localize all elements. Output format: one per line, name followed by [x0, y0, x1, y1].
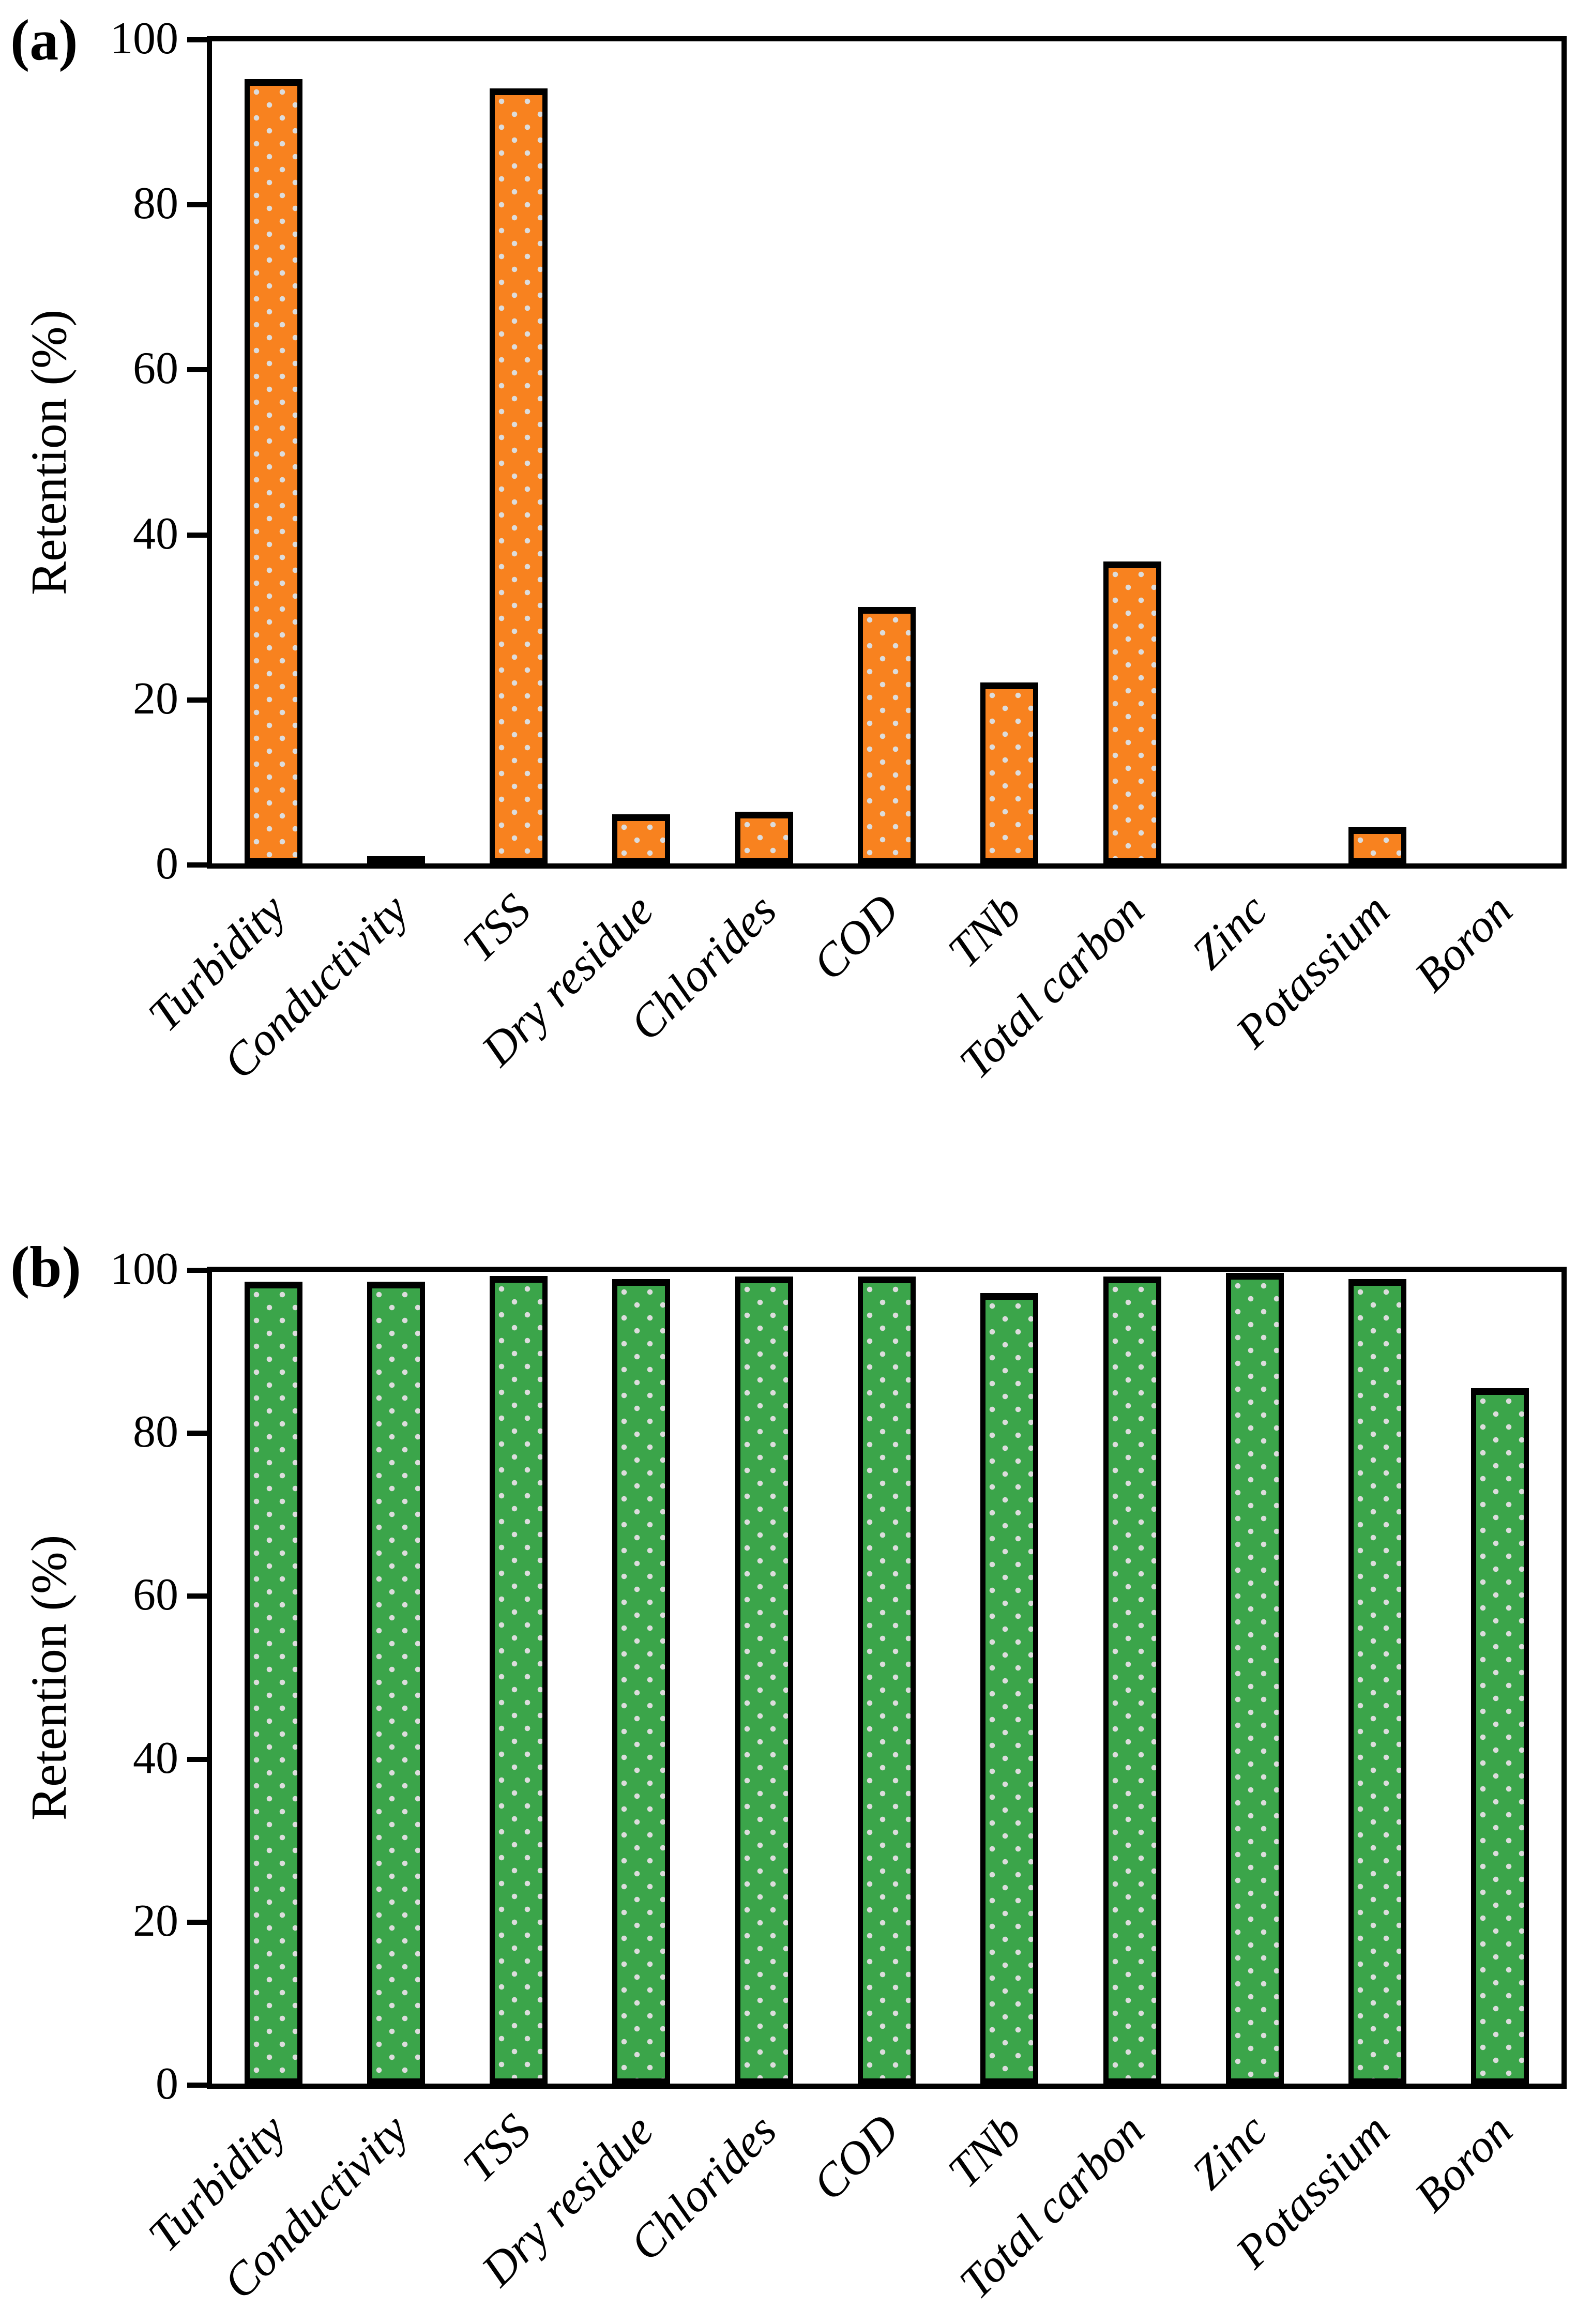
- panel-a-y-tick-mark-60: [187, 367, 207, 373]
- panel-a-x-tick-label-zinc: Zinc: [1182, 884, 1277, 979]
- panel-b-bar-cod: [858, 1277, 916, 2084]
- panel-a-y-tick-label-40: 40: [133, 508, 178, 559]
- panel-b-bar-potassium: [1348, 1279, 1406, 2084]
- panel-a-bar-conductivity: [367, 856, 425, 868]
- panel-a-bar-chlorides: [735, 812, 793, 863]
- panel-b-y-tick-label-0: 0: [156, 2059, 178, 2109]
- panel-a-bar-dry-residue: [612, 814, 670, 863]
- panel-b-y-tick-mark-100: [187, 1268, 207, 1273]
- panel-a-y-tick-label-20: 20: [133, 673, 178, 724]
- panel-b-y-tick-label-40: 40: [133, 1733, 178, 1783]
- panel-b-y-tick-mark-80: [187, 1431, 207, 1436]
- panel-a-x-tick-label-cod: COD: [803, 884, 909, 990]
- panel-b-bar-tnb: [980, 1293, 1038, 2084]
- panel-a-bar-tss: [490, 88, 548, 863]
- panel-b-bar-tss: [490, 1276, 548, 2084]
- panel-b-y-tick-label-20: 20: [133, 1895, 178, 1946]
- panel-a-y-tick-label-0: 0: [156, 839, 178, 889]
- panel-a-bar-turbidity: [245, 79, 302, 863]
- panel-a-bar-cod: [858, 607, 916, 863]
- panel-b-x-tick-label-boron: Boron: [1405, 2104, 1522, 2222]
- panel-a-y-tick-label-60: 60: [133, 343, 178, 394]
- panel-a-x-tick-label-tnb: TNb: [938, 884, 1032, 978]
- panel-b-y-tick-mark-40: [187, 1756, 207, 1762]
- panel-a-y-tick-mark-0: [187, 862, 207, 868]
- panel-a-y-tick-label-100: 100: [110, 13, 178, 64]
- panel-b-bar-dry-residue: [612, 1279, 670, 2084]
- panel-b-x-tick-label-cod: COD: [803, 2104, 909, 2210]
- panel-a-bar-total-carbon: [1103, 561, 1161, 863]
- panel-b-y-tick-label-60: 60: [133, 1570, 178, 1620]
- panel-a-y-tick-mark-20: [187, 697, 207, 703]
- panel-b-bar-turbidity: [245, 1282, 302, 2084]
- panel-a-y-tick-mark-100: [187, 37, 207, 42]
- panel-b-y-tick-label-80: 80: [133, 1407, 178, 1457]
- panel-a-y-tick-mark-40: [187, 532, 207, 538]
- panel-a-bar-potassium: [1348, 827, 1406, 863]
- panel-b-bar-zinc: [1226, 1273, 1284, 2084]
- panel-b-y-tick-mark-0: [187, 2083, 207, 2088]
- panel-a-bar-tnb: [980, 682, 1038, 863]
- panel-b-x-tick-label-zinc: Zinc: [1182, 2104, 1277, 2199]
- panel-b-y-tick-mark-20: [187, 1919, 207, 1925]
- panel-b-y-tick-mark-60: [187, 1593, 207, 1599]
- panel-a-x-tick-label-boron: Boron: [1405, 884, 1522, 1002]
- panel-b-x-tick-label-tss: TSS: [453, 2104, 541, 2192]
- panel-b-bar-conductivity: [367, 1282, 425, 2084]
- panel-a-x-tick-label-tss: TSS: [453, 884, 541, 972]
- panel-a-label: (a): [10, 8, 78, 72]
- panel-b-y-tick-label-100: 100: [110, 1244, 178, 1294]
- panel-b-x-tick-label-tnb: TNb: [938, 2104, 1032, 2198]
- panel-b-bar-chlorides: [735, 1277, 793, 2084]
- panel-b-bar-total-carbon: [1103, 1277, 1161, 2084]
- panel-b-label: (b): [10, 1235, 81, 1299]
- panel-a-y-tick-label-80: 80: [133, 178, 178, 229]
- panel-a-y-tick-mark-80: [187, 202, 207, 208]
- panel-b-bar-boron: [1471, 1388, 1529, 2084]
